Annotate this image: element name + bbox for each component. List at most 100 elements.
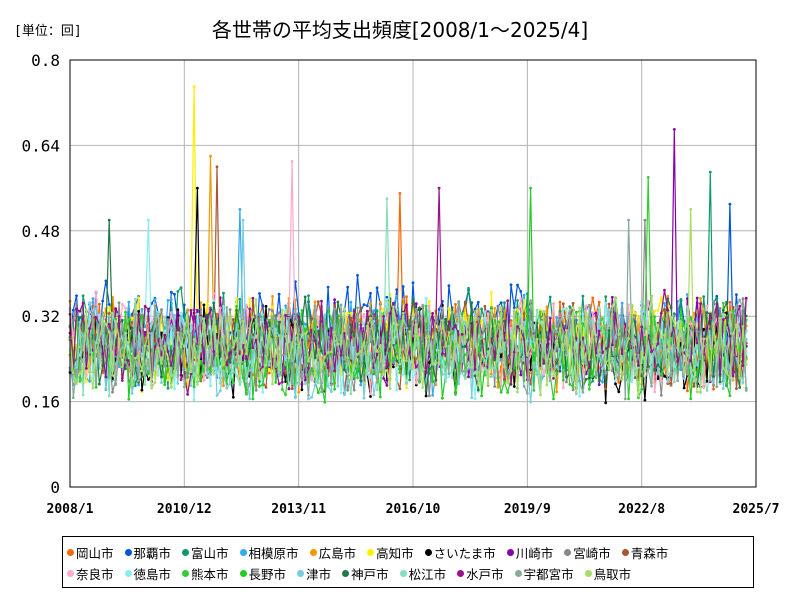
data-point (124, 306, 127, 310)
data-point (473, 317, 477, 321)
data-point (744, 296, 748, 300)
data-point (676, 321, 679, 325)
data-point (398, 319, 402, 323)
data-point (258, 292, 261, 295)
data-point (705, 380, 709, 383)
data-point (231, 381, 235, 385)
data-point (558, 362, 562, 366)
data-point (143, 304, 147, 308)
data-point (604, 332, 608, 336)
data-point (728, 376, 732, 380)
data-point (189, 384, 193, 387)
data-point (728, 394, 732, 398)
data-point (509, 319, 513, 322)
data-point (382, 315, 385, 318)
data-point (738, 298, 742, 302)
data-point (604, 381, 608, 384)
data-point (218, 389, 222, 393)
data-point (695, 296, 699, 300)
data-point (444, 380, 448, 383)
data-point (581, 362, 585, 365)
data-point (414, 369, 418, 372)
data-point (712, 348, 715, 352)
data-point (362, 341, 366, 344)
legend-marker (514, 569, 522, 577)
legend-marker (424, 548, 432, 556)
data-point (349, 336, 353, 339)
data-point (421, 386, 425, 389)
data-point (222, 304, 225, 308)
data-point (490, 375, 493, 378)
data-point (398, 387, 402, 391)
data-point (300, 309, 304, 312)
data-point (470, 365, 474, 369)
data-point (493, 356, 497, 359)
data-point (284, 314, 287, 317)
data-point (401, 372, 405, 376)
data-point (294, 320, 297, 323)
data-point (620, 308, 624, 312)
data-point (542, 362, 546, 365)
data-point (385, 384, 389, 387)
data-point (326, 307, 330, 310)
data-point (499, 350, 503, 353)
data-point (326, 366, 330, 370)
data-point (552, 397, 555, 401)
data-point (663, 363, 666, 367)
data-point (486, 312, 490, 316)
data-point (189, 309, 193, 312)
data-point (434, 315, 438, 318)
data-point (398, 356, 402, 359)
data-point (369, 291, 372, 295)
data-point (101, 299, 105, 303)
data-point (287, 356, 291, 360)
data-point (385, 298, 389, 301)
data-point (140, 369, 144, 373)
data-point (218, 341, 222, 345)
data-point (427, 394, 431, 398)
data-point (375, 309, 379, 313)
data-point (663, 288, 666, 292)
data-point (163, 344, 167, 348)
y-tick-label: 0.64 (21, 136, 60, 155)
data-point (454, 390, 457, 394)
data-point (78, 371, 82, 375)
data-point (512, 367, 516, 370)
data-point (398, 329, 402, 332)
data-point (202, 361, 206, 365)
data-point (496, 357, 500, 361)
data-point (241, 218, 245, 222)
data-point (280, 308, 284, 312)
data-point (721, 301, 725, 305)
data-point (205, 302, 209, 306)
data-point (316, 391, 320, 395)
data-point (702, 371, 706, 375)
legend-item: 岡山市 (67, 543, 114, 562)
data-point (294, 280, 297, 284)
data-point (630, 342, 634, 345)
data-point (336, 351, 340, 355)
data-point (601, 367, 604, 371)
data-point (483, 359, 487, 363)
data-point (614, 374, 617, 378)
data-point (516, 325, 519, 328)
legend-item: 相模原市 (239, 543, 299, 562)
data-point (496, 320, 500, 324)
data-point (369, 392, 372, 396)
x-tick-label: 2010/12 (157, 502, 212, 517)
legend-label: 熊本市 (191, 566, 229, 582)
data-point (728, 300, 732, 304)
data-point (568, 305, 572, 309)
data-point (140, 314, 144, 317)
data-point (205, 316, 209, 319)
data-point (316, 300, 320, 303)
data-point (267, 308, 271, 311)
data-point (601, 360, 604, 364)
data-point (179, 328, 183, 331)
data-point (565, 329, 568, 332)
data-point (614, 296, 617, 299)
data-point (228, 379, 232, 383)
data-point (277, 374, 281, 378)
data-point (127, 300, 131, 304)
data-point (591, 296, 595, 300)
